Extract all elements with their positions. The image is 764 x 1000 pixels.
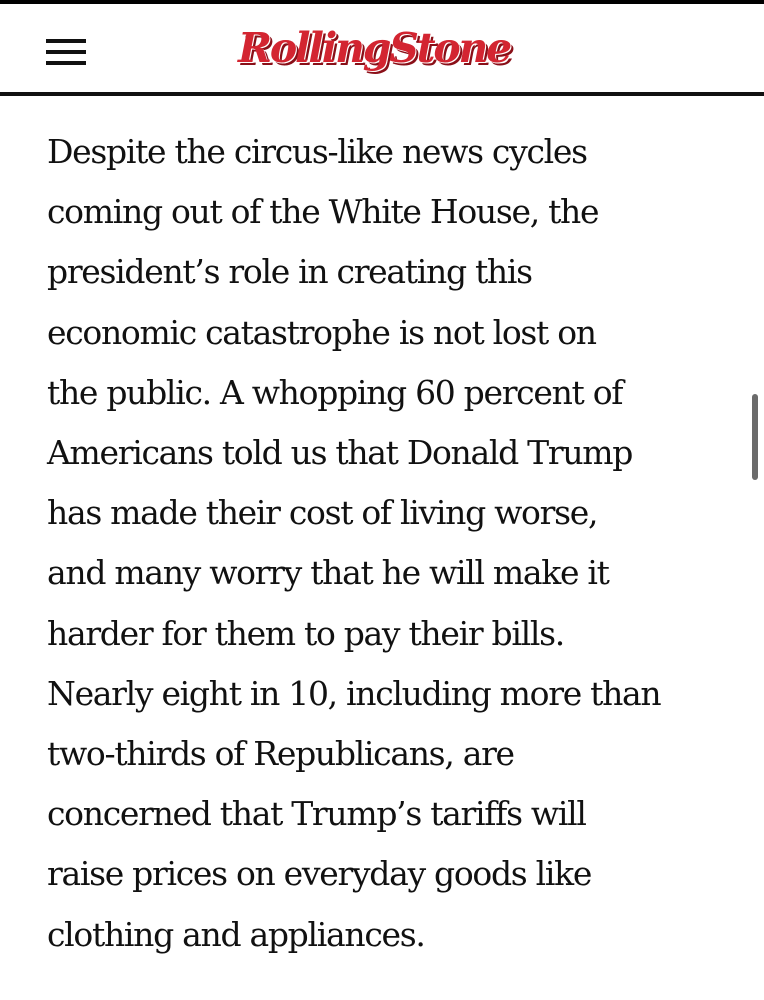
paragraph-line: concerned that Trump’s tariffs will bbox=[47, 794, 587, 834]
paragraph-line: the public. A whopping 60 percent of bbox=[47, 372, 623, 412]
paragraph-line: has made their cost of living worse, bbox=[47, 493, 598, 533]
header-divider bbox=[0, 92, 764, 96]
paragraph-line: clothing and appliances. bbox=[47, 914, 426, 954]
site-header: RollingStone bbox=[0, 4, 764, 92]
menu-button[interactable] bbox=[44, 32, 88, 72]
scrollbar-thumb[interactable] bbox=[752, 394, 758, 480]
paragraph-line: president’s role in creating this bbox=[47, 252, 533, 292]
article-paragraph: Despite the circus-like news cycles comi… bbox=[47, 122, 727, 965]
paragraph-line: harder for them to pay their bills. bbox=[47, 613, 565, 653]
paragraph-line: Despite the circus-like news cycles bbox=[47, 132, 588, 171]
paragraph-line: coming out of the White House, the bbox=[47, 192, 600, 232]
top-edge-bar bbox=[0, 0, 764, 4]
paragraph-line: Americans told us that Donald Trump bbox=[47, 433, 633, 473]
paragraph-line: Nearly eight in 10, including more than bbox=[47, 673, 662, 713]
paragraph-line: and many worry that he will make it bbox=[47, 553, 610, 593]
article-body: Despite the circus-like news cycles comi… bbox=[47, 122, 727, 965]
rolling-stone-logo[interactable]: RollingStone bbox=[238, 24, 512, 72]
hamburger-menu-icon bbox=[46, 39, 86, 65]
paragraph-line: raise prices on everyday goods like bbox=[47, 854, 592, 894]
paragraph-line: two-thirds of Republicans, are bbox=[47, 734, 515, 774]
paragraph-line: economic catastrophe is not lost on bbox=[47, 312, 597, 352]
